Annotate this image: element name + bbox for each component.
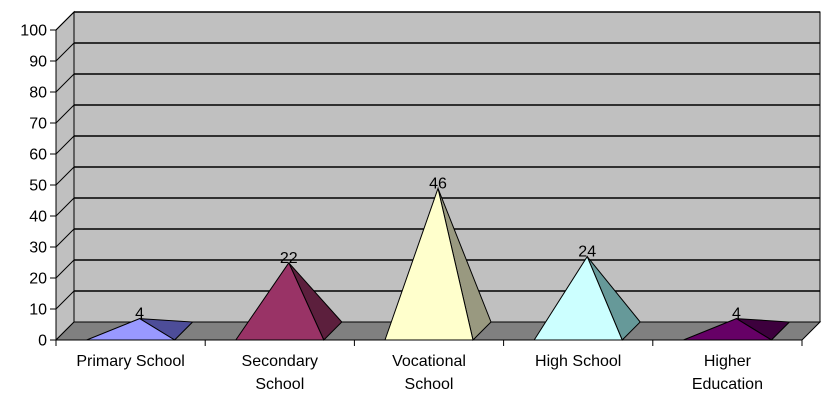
y-tick-label: 40 [29,209,47,226]
gridline-side [55,197,75,217]
y-tick-label: 60 [29,147,47,164]
x-tick-label: Primary School [76,353,184,370]
y-tick-label: 10 [29,302,47,319]
pyramid-front-face [86,318,177,341]
pyramid-front-face [384,186,474,341]
gridline-side [55,228,75,248]
y-tick-label: 50 [29,178,47,195]
pyramid-front-face [533,255,623,341]
x-tick-label: Vocational [392,353,466,370]
x-tick-label: Higher [704,353,752,370]
gridline-side [55,42,75,62]
x-tick-label: School [405,376,454,393]
y-tick-label: 0 [38,333,47,350]
data-label: 4 [732,306,741,323]
x-tick-label: High School [535,353,621,370]
pyramid-front-face [234,261,325,341]
y-tick-label: 30 [29,240,47,257]
gridline-side [55,104,75,124]
x-tick-label: Secondary [242,353,319,370]
y-tick-label: 80 [29,85,47,102]
data-label: 24 [578,244,596,261]
data-label: 46 [429,175,447,192]
y-tick-label: 100 [20,23,47,40]
bars [86,186,791,341]
y-tick-label: 90 [29,54,47,71]
gridline-side [55,166,75,186]
gridline-side [55,259,75,279]
y-tick-label: 70 [29,116,47,133]
gridline-side [55,135,75,155]
labels: 4 Primary School 22 Secondary School 46 Vocati… [76,175,763,393]
x-tick-label: Education [692,376,763,393]
y-tick-label: 20 [29,271,47,288]
x-tick-label: School [255,376,304,393]
gridline-side [55,11,75,31]
pyramid-front-face [683,318,774,341]
data-label: 4 [135,306,144,323]
gridline-side [55,73,75,93]
gridline-side [55,290,75,310]
data-label: 22 [280,250,298,267]
